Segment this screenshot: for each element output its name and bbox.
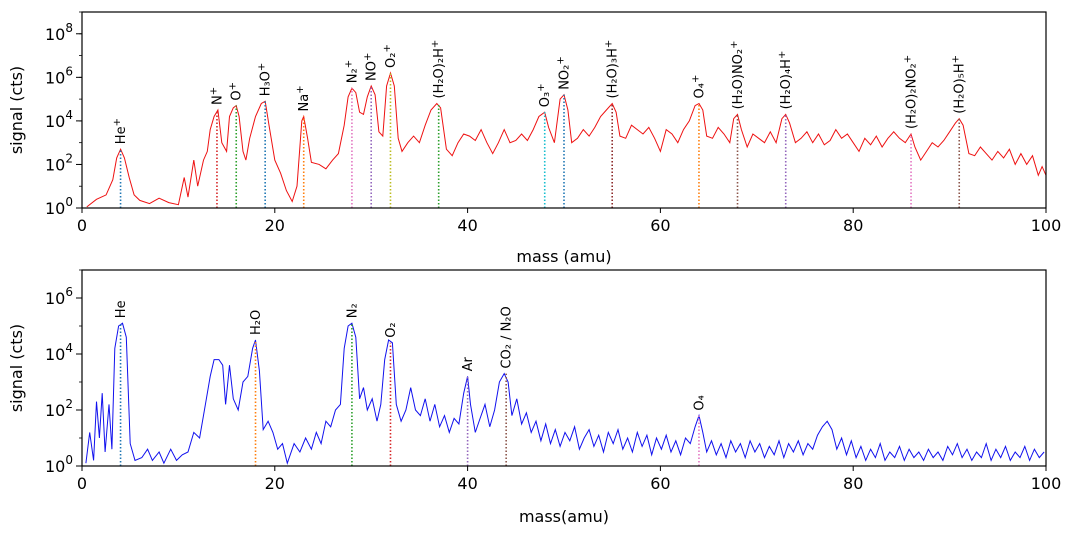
peak-label: H₃O+	[257, 63, 274, 97]
peak-label: (H₂O)₂NO₂+	[903, 55, 920, 129]
x-tick-label: 0	[77, 216, 87, 235]
x-tick-label: 60	[650, 474, 670, 493]
peak-label: Na+	[295, 85, 312, 111]
x-tick-label: 80	[843, 474, 863, 493]
peak-label: (H₂O)₅H+	[951, 55, 968, 114]
peak-label: O₃+	[536, 83, 553, 107]
y-tick-label: 102	[45, 151, 73, 174]
neutral-spectrum-panel: He H₂O N₂ O₂ Ar CO₂ / N₂O O₄ 0 20 40 60 80 100 100 102…	[7, 269, 1062, 526]
y-tick-label: 100	[45, 195, 73, 218]
peak-label: NO₂+	[556, 56, 573, 90]
y-tick-label: 106	[45, 285, 73, 308]
peak-label: He	[114, 300, 129, 318]
y-axis-label: signal (cts)	[7, 66, 26, 154]
peak-label: (H₂O)NO₂+	[729, 40, 746, 109]
peak-label: (H₂O)₄H+	[777, 51, 794, 110]
x-axis-label: mass (amu)	[516, 247, 611, 266]
signal-line	[86, 71, 1046, 208]
x-tick-label: 40	[457, 216, 477, 235]
peak-label: He+	[112, 118, 129, 144]
y-tick-label: 106	[45, 64, 73, 87]
cation-spectrum-panel: He+ N+ O+ H₃O+ Na+ N₂+ NO+ O₂+ (H₂O)₂H+ O₃+ NO₂+ (H…	[7, 11, 1062, 266]
y-tick-label: 104	[45, 341, 73, 364]
x-tick-label: 100	[1031, 216, 1062, 235]
peak-label: Ar	[461, 357, 476, 372]
peak-label: CO₂ / N₂O	[500, 306, 515, 368]
peak-label: (H₂O)₂H+	[430, 40, 447, 99]
x-tick-label: 80	[843, 216, 863, 235]
peak-label: N₂	[345, 303, 360, 318]
y-tick-label: 104	[45, 108, 73, 131]
peak-label: N₂+	[343, 60, 360, 83]
peak-label: O₂+	[382, 44, 399, 68]
peak-label: O₂	[384, 322, 399, 337]
x-tick-label: 40	[457, 474, 477, 493]
peak-label: O+	[228, 82, 245, 101]
axes-frame	[81, 269, 1047, 467]
peak-label: O₄	[693, 395, 708, 410]
x-tick-label: 100	[1031, 474, 1062, 493]
x-tick-label: 20	[265, 474, 285, 493]
x-tick-label: 20	[265, 216, 285, 235]
peak-label: N+	[209, 87, 226, 105]
x-axis-label: mass(amu)	[519, 507, 609, 526]
x-tick-label: 60	[650, 216, 670, 235]
peak-label: H₂O	[249, 310, 264, 335]
x-tick-label: 0	[77, 474, 87, 493]
y-tick-label: 100	[45, 453, 73, 476]
peak-label: (H₂O)₃H+	[604, 40, 621, 99]
signal-line	[85, 322, 1045, 465]
y-tick-label: 108	[45, 21, 73, 44]
y-axis-label: signal (cts)	[7, 324, 26, 412]
axes-frame	[81, 11, 1047, 209]
peak-label: O₄+	[691, 75, 708, 99]
y-tick-label: 102	[45, 397, 73, 420]
peak-label: NO+	[363, 53, 380, 81]
